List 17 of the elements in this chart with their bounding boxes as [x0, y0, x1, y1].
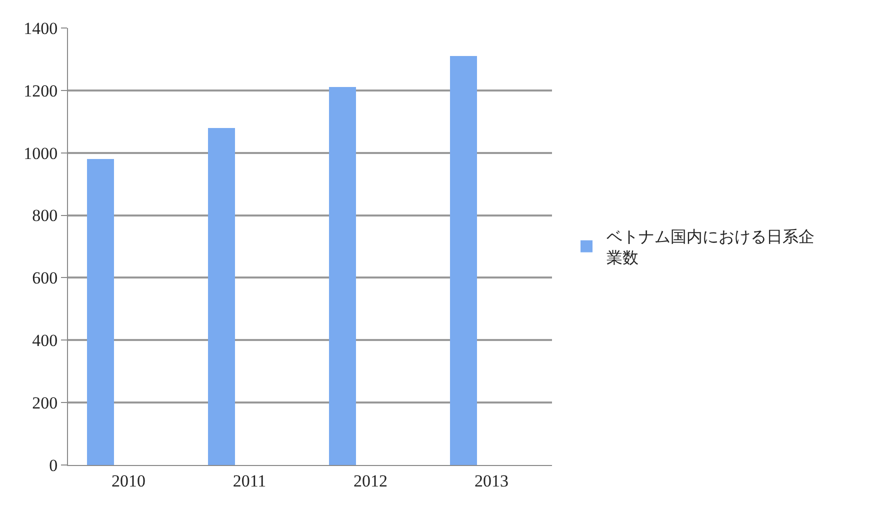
x-tick-label: 2013 — [474, 471, 508, 490]
y-tick-label: 800 — [32, 206, 58, 226]
y-tick-label: 400 — [32, 331, 58, 350]
bar — [329, 87, 356, 465]
y-tick-label: 1400 — [24, 18, 58, 38]
y-tick-label: 1000 — [24, 144, 58, 163]
x-tick-label: 2012 — [354, 471, 388, 490]
legend-label: ベトナム国内における日系企業数 — [606, 227, 815, 267]
bar — [87, 159, 114, 465]
y-tick-label: 200 — [32, 394, 58, 413]
bar — [208, 128, 235, 465]
y-tick-label: 1200 — [24, 81, 58, 100]
x-tick-label: 2010 — [112, 471, 146, 490]
y-tick-label: 0 — [49, 456, 58, 475]
y-tick-label: 600 — [32, 268, 58, 288]
x-tick-label: 2011 — [232, 471, 266, 490]
bar — [450, 56, 477, 465]
